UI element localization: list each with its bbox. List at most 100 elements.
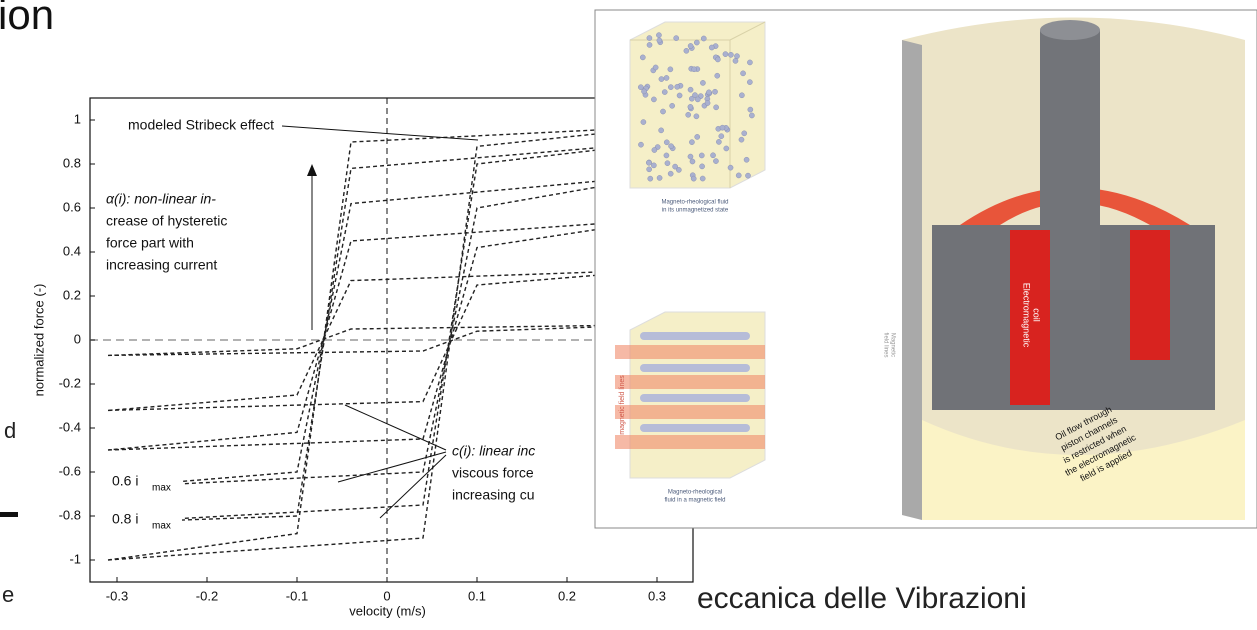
- particle: [728, 52, 733, 57]
- particle: [712, 89, 717, 94]
- annotation: increasing cu: [452, 487, 535, 503]
- particle: [695, 97, 700, 102]
- particle: [665, 161, 670, 166]
- y-axis-label: normalized force (-): [31, 284, 46, 397]
- particle: [688, 87, 693, 92]
- particle-chain: [640, 332, 750, 340]
- particle: [705, 100, 710, 105]
- particle: [739, 137, 744, 142]
- particle: [745, 173, 750, 178]
- y-tick-label: -0.6: [59, 463, 81, 478]
- particle: [724, 146, 729, 151]
- particle: [657, 38, 662, 43]
- particle: [714, 105, 719, 110]
- particle: [744, 157, 749, 162]
- x-tick-label: -0.1: [286, 588, 308, 603]
- particle: [674, 36, 679, 41]
- y-tick-label: 0.2: [63, 287, 81, 302]
- particle-chain: [640, 394, 750, 402]
- particle: [699, 164, 704, 169]
- particle: [640, 55, 645, 60]
- particle: [747, 60, 752, 65]
- particle-chain: [640, 364, 750, 372]
- particle: [657, 175, 662, 180]
- annotation: modeled Stribeck effect: [128, 117, 274, 133]
- annotation: c(i): linear inc: [452, 443, 535, 459]
- caption: fluid in a magnetic field: [664, 498, 725, 504]
- particle: [670, 103, 675, 108]
- x-axis-label: velocity (m/s): [349, 603, 426, 618]
- particle: [695, 134, 700, 139]
- particle: [647, 42, 652, 47]
- particle: [652, 147, 657, 152]
- y-tick-label: 1: [74, 111, 81, 126]
- annotation: α(i): non-linear in-: [106, 191, 216, 207]
- particle: [700, 176, 705, 181]
- annotation-sub: max: [152, 521, 171, 532]
- particle: [694, 114, 699, 119]
- annotation: 0.8 i: [112, 511, 138, 527]
- particle: [641, 119, 646, 124]
- particle: [706, 90, 711, 95]
- annotation: force part with: [106, 235, 194, 251]
- particle: [691, 176, 696, 181]
- y-tick-label: 0: [74, 331, 81, 346]
- annotation: viscous force: [452, 465, 534, 481]
- diagram: Magneto-rheological fluid in its unmagne…: [595, 10, 1257, 528]
- particle: [638, 85, 643, 90]
- particle: [638, 142, 643, 147]
- annotation: increasing current: [106, 257, 217, 273]
- slide-title: ion: [0, 0, 54, 38]
- particle: [646, 160, 651, 165]
- particle: [664, 75, 669, 80]
- coil: [1130, 230, 1170, 360]
- particle: [656, 33, 661, 38]
- particle: [720, 125, 725, 130]
- particle-chain: [640, 424, 750, 432]
- rod-top: [1040, 20, 1100, 40]
- particle: [659, 76, 664, 81]
- x-tick-label: -0.3: [106, 588, 128, 603]
- housing-wall: [902, 40, 922, 520]
- particle: [668, 85, 673, 90]
- particle: [675, 84, 680, 89]
- particle: [688, 43, 693, 48]
- caption: Magneto-rheological: [668, 490, 722, 496]
- particle: [686, 112, 691, 117]
- field-band: [615, 375, 765, 389]
- particle: [710, 153, 715, 158]
- field-band: [615, 435, 765, 449]
- y-tick-label: -0.4: [59, 419, 81, 434]
- particle: [662, 89, 667, 94]
- particle: [742, 131, 747, 136]
- particle: [668, 144, 673, 149]
- particle: [651, 97, 656, 102]
- particle: [699, 153, 704, 158]
- footer: Meccanica delle Vibrazioni: [672, 582, 1027, 615]
- particle: [747, 80, 752, 85]
- particle: [653, 65, 658, 70]
- particle: [700, 80, 705, 85]
- slide-fragment: e: [2, 582, 14, 607]
- particle: [734, 54, 739, 59]
- y-tick-label: -0.8: [59, 507, 81, 522]
- annotation: crease of hysteretic: [106, 213, 227, 229]
- particle: [736, 173, 741, 178]
- particle: [664, 153, 669, 158]
- particle: [689, 140, 694, 145]
- particle: [715, 73, 720, 78]
- particle: [688, 104, 693, 109]
- particle: [641, 89, 646, 94]
- particle: [749, 113, 754, 118]
- y-tick-label: 0.4: [63, 243, 81, 258]
- annotation-sub: max: [152, 483, 171, 494]
- y-tick-label: -1: [69, 551, 81, 566]
- label: Magnetic: [889, 333, 895, 357]
- label: field lines: [882, 332, 888, 357]
- particle: [719, 134, 724, 139]
- slide-fragment: d: [4, 418, 16, 443]
- particle: [648, 176, 653, 181]
- chart: -1-0.8-0.6-0.4-0.200.20.40.60.81-0.3-0.2…: [20, 90, 695, 625]
- particle: [660, 109, 665, 114]
- field-band: [615, 405, 765, 419]
